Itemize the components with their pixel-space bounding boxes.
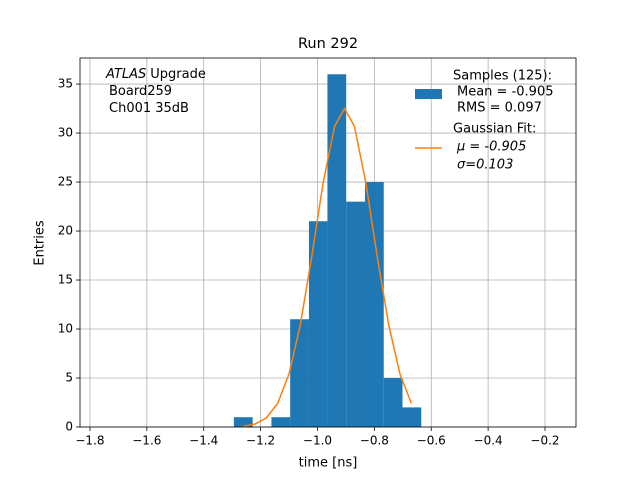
legend-detail: σ=0.103 — [457, 158, 513, 173]
bar — [402, 407, 422, 427]
legend-detail: μ = -0.905 — [456, 140, 526, 155]
x-tick-label: −1.8 — [75, 434, 104, 448]
bar — [290, 319, 309, 427]
bar — [364, 182, 384, 427]
y-tick-label: 10 — [58, 322, 73, 336]
y-tick-label: 30 — [58, 126, 73, 140]
x-tick-label: −0.6 — [417, 434, 446, 448]
x-axis-label: time [ns] — [299, 456, 358, 471]
bar — [346, 201, 365, 427]
x-tick-label: −0.4 — [474, 434, 503, 448]
annotation-line: Board259 — [109, 84, 172, 99]
annotation: ATLAS Upgrade Board259 Ch001 35dB — [105, 67, 206, 116]
y-tick-label: 20 — [58, 224, 73, 238]
y-tick-label: 25 — [58, 175, 73, 189]
x-tick-label: −1.6 — [132, 434, 161, 448]
bar — [233, 417, 253, 427]
annotation-line: Ch001 35dB — [109, 101, 189, 116]
legend-label: Gaussian Fit: — [453, 122, 536, 137]
bar — [308, 221, 328, 427]
bar — [327, 74, 347, 427]
legend-label: Samples (125): — [453, 69, 552, 84]
y-tick-label: 35 — [58, 77, 73, 91]
fit-line — [243, 107, 413, 427]
y-tick-label: 15 — [58, 273, 73, 287]
legend-swatch — [415, 89, 442, 99]
x-tick-label: −0.8 — [360, 434, 389, 448]
x-tick-label: −1.0 — [303, 434, 332, 448]
annotation-line: Upgrade — [150, 67, 206, 82]
legend-detail: RMS = 0.097 — [457, 101, 542, 116]
annotation-emphasis: ATLAS — [105, 67, 146, 82]
bar — [271, 417, 291, 427]
x-tick-label: −0.2 — [530, 434, 559, 448]
plot-frame — [79, 57, 577, 428]
y-tick-label: 5 — [65, 371, 73, 385]
y-axis-label: Entries — [33, 220, 48, 266]
legend-detail: Mean = -0.905 — [457, 85, 553, 100]
bar — [383, 378, 403, 427]
y-tick-label: 0 — [65, 420, 73, 434]
x-tick-label: −1.4 — [189, 434, 218, 448]
chart-title: Run 292 — [298, 36, 358, 52]
x-tick-label: −1.2 — [246, 434, 275, 448]
